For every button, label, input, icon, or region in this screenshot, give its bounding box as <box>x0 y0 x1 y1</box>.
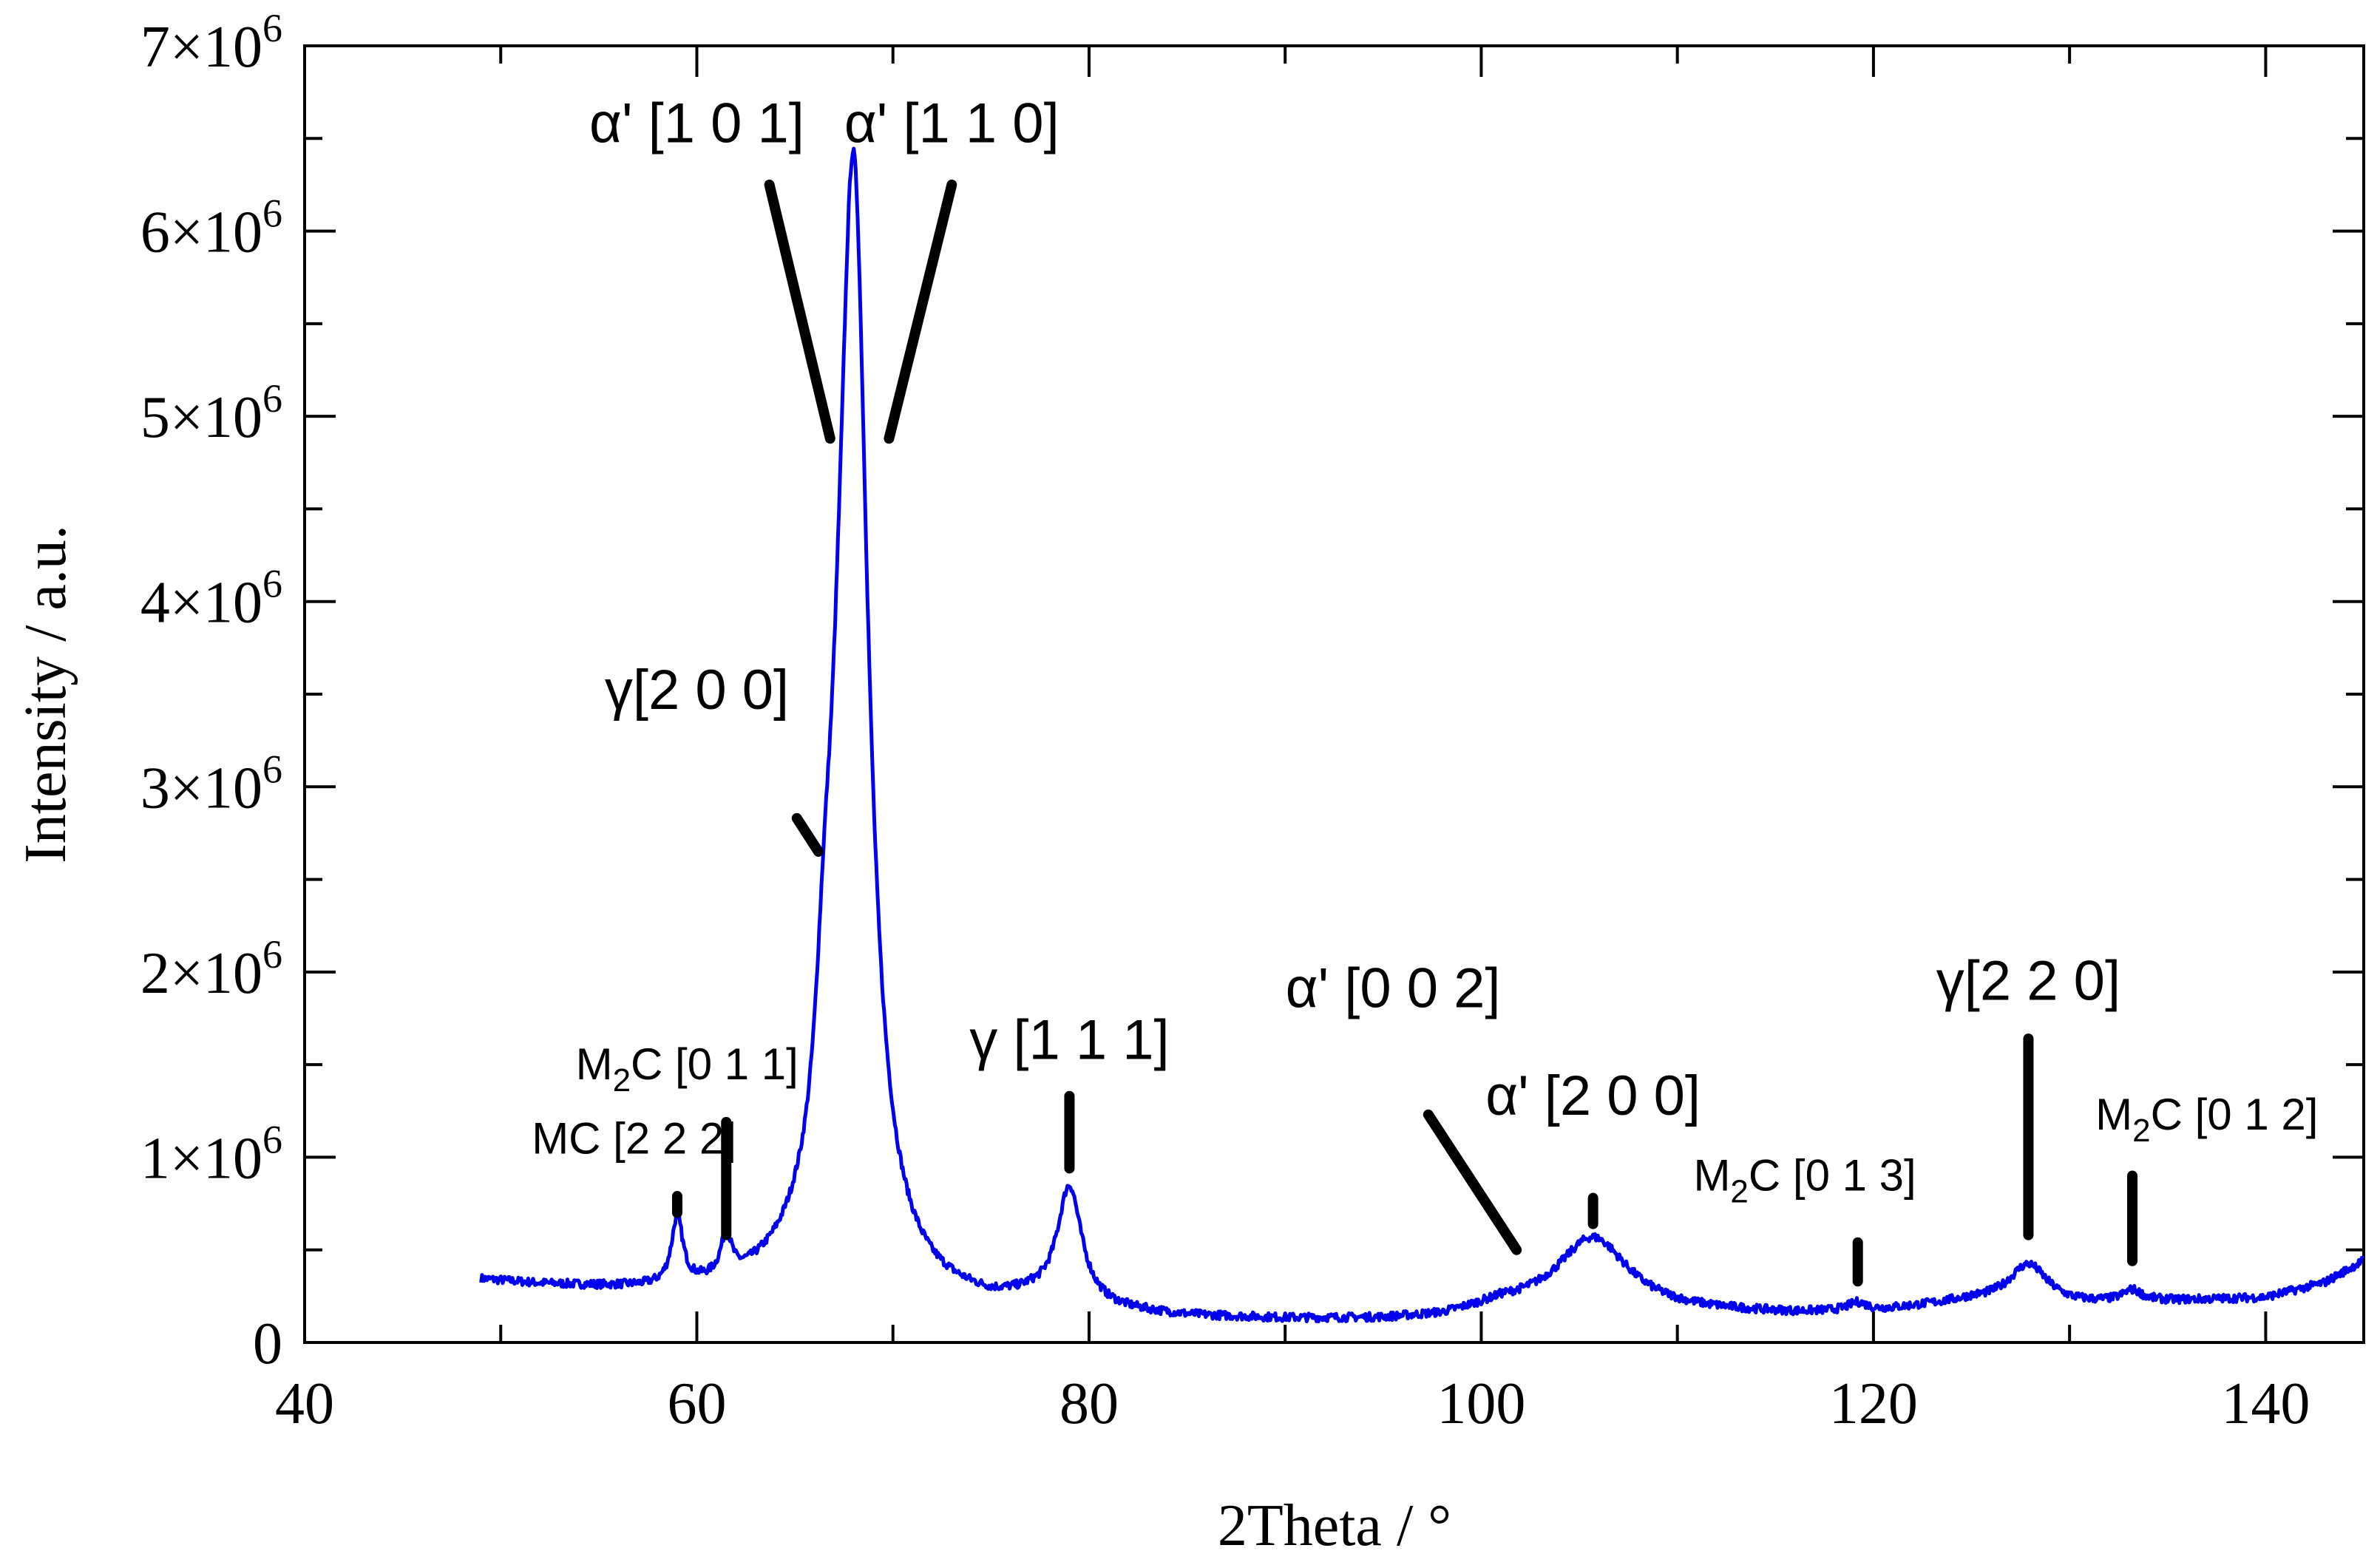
y-tick-base: 5×10 <box>140 385 262 450</box>
y-tick-base: 6×10 <box>140 200 262 265</box>
annotation-label: γ[2 2 0] <box>1936 949 2120 1012</box>
y-tick-base: 2×10 <box>140 941 262 1006</box>
y-tick-exponent: 6 <box>262 376 282 421</box>
x-axis-ticks: 40 60 80 100 120 140 <box>275 46 2310 1436</box>
y-tick-base: 1×10 <box>140 1126 262 1191</box>
annotation-marker <box>791 812 824 857</box>
y-tick-exponent: 6 <box>262 747 282 791</box>
y-tick-exponent: 6 <box>262 191 282 236</box>
y-tick-label: 3×106 <box>140 747 282 821</box>
x-tick-label: 80 <box>1060 1371 1119 1436</box>
x-axis-label: 2Theta / ° <box>1218 1493 1451 1558</box>
annotation-label: α' [2 0 0] <box>1485 1065 1701 1127</box>
y-tick-base: 3×10 <box>140 756 262 821</box>
x-tick-label: 120 <box>1829 1371 1918 1436</box>
x-tick-label: 140 <box>2221 1371 2310 1436</box>
y-tick-label: 5×106 <box>140 376 282 450</box>
y-tick-label: 2×106 <box>140 932 282 1006</box>
y-tick-label: 0 <box>253 1311 282 1376</box>
annotation-label: MC [2 2 2] <box>532 1113 736 1163</box>
y-tick-label: 7×106 <box>140 6 282 80</box>
y-tick-base: 7×10 <box>140 15 262 80</box>
y-tick-label: 6×106 <box>140 191 282 265</box>
y-tick-exponent: 6 <box>262 932 282 977</box>
annotation-marker <box>764 179 835 444</box>
x-tick-label: 60 <box>667 1371 726 1436</box>
annotation-label: α' [0 0 2] <box>1286 957 1501 1019</box>
y-axis-label: Intensity / a.u. <box>13 525 78 863</box>
annotation-label: α' [1 1 0] <box>844 92 1060 155</box>
annotation-marker <box>884 179 957 444</box>
y-tick-exponent: 6 <box>262 1117 282 1161</box>
x-tick-label: 100 <box>1437 1371 1525 1436</box>
annotation-label: M2C [0 1 3] <box>1693 1151 1916 1210</box>
peak-annotations: α' [1 0 1] α' [1 1 0] γ[2 0 0] M2C [0 1 1] M… <box>532 92 2318 1287</box>
annotation-label: γ [1 1 1] <box>969 1009 1169 1072</box>
series-line <box>479 146 2365 1323</box>
annotation-label: γ[2 0 0] <box>605 659 789 722</box>
annotation-marker <box>1423 1109 1522 1255</box>
annotation-label: α' [1 0 1] <box>589 92 804 155</box>
y-tick-label: 1×106 <box>140 1117 282 1191</box>
annotation-label: M2C [0 1 2] <box>2095 1090 2318 1149</box>
y-tick-exponent: 6 <box>262 6 282 50</box>
y-tick-label: 4×106 <box>140 562 282 636</box>
y-tick-base: 4×10 <box>140 571 262 636</box>
x-tick-label: 40 <box>275 1371 334 1436</box>
y-tick-exponent: 6 <box>262 562 282 606</box>
annotation-label: M2C [0 1 1] <box>576 1039 799 1099</box>
